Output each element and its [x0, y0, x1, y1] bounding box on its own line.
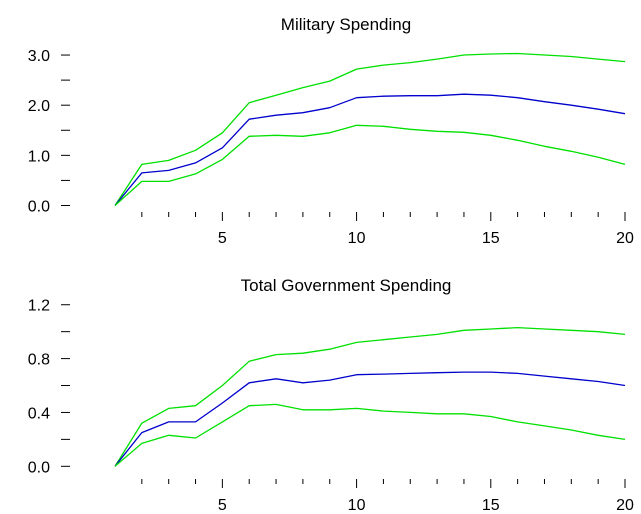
y-tick-label: 0.4	[28, 405, 50, 422]
x-tick-label: 10	[348, 497, 366, 514]
military-spending-panel: Military Spending 0.0 1.0 2.0 3.0 5 10 15 20	[28, 15, 634, 247]
chart-title: Total Government Spending	[241, 276, 452, 295]
x-tick-label: 5	[218, 230, 227, 247]
chart-title: Military Spending	[281, 15, 411, 34]
series-line-upper	[114, 52, 626, 206]
series-line-lower	[114, 403, 626, 467]
series-line-upper	[114, 326, 626, 467]
y-tick-label: 1.2	[28, 298, 50, 315]
x-tick-label: 20	[616, 497, 634, 514]
y-tick-label: 1.0	[28, 148, 50, 165]
y-tick-label: 0.0	[28, 198, 50, 215]
x-tick-label: 10	[348, 230, 366, 247]
x-tick-label: 20	[616, 230, 634, 247]
y-tick-label: 0.0	[28, 459, 50, 476]
x-tick-label: 5	[218, 497, 227, 514]
x-tick-label: 15	[482, 497, 500, 514]
series-line-center	[114, 371, 626, 467]
y-tick-label: 3.0	[28, 48, 50, 65]
series-line-lower	[114, 124, 626, 206]
x-tick-label: 15	[482, 230, 500, 247]
government-spending-panel: Total Government Spending 0.0 0.4 0.8 1.2 5 1…	[28, 276, 634, 514]
series-line-center	[114, 93, 626, 206]
y-tick-label: 2.0	[28, 98, 50, 115]
y-tick-label: 0.8	[28, 352, 50, 369]
